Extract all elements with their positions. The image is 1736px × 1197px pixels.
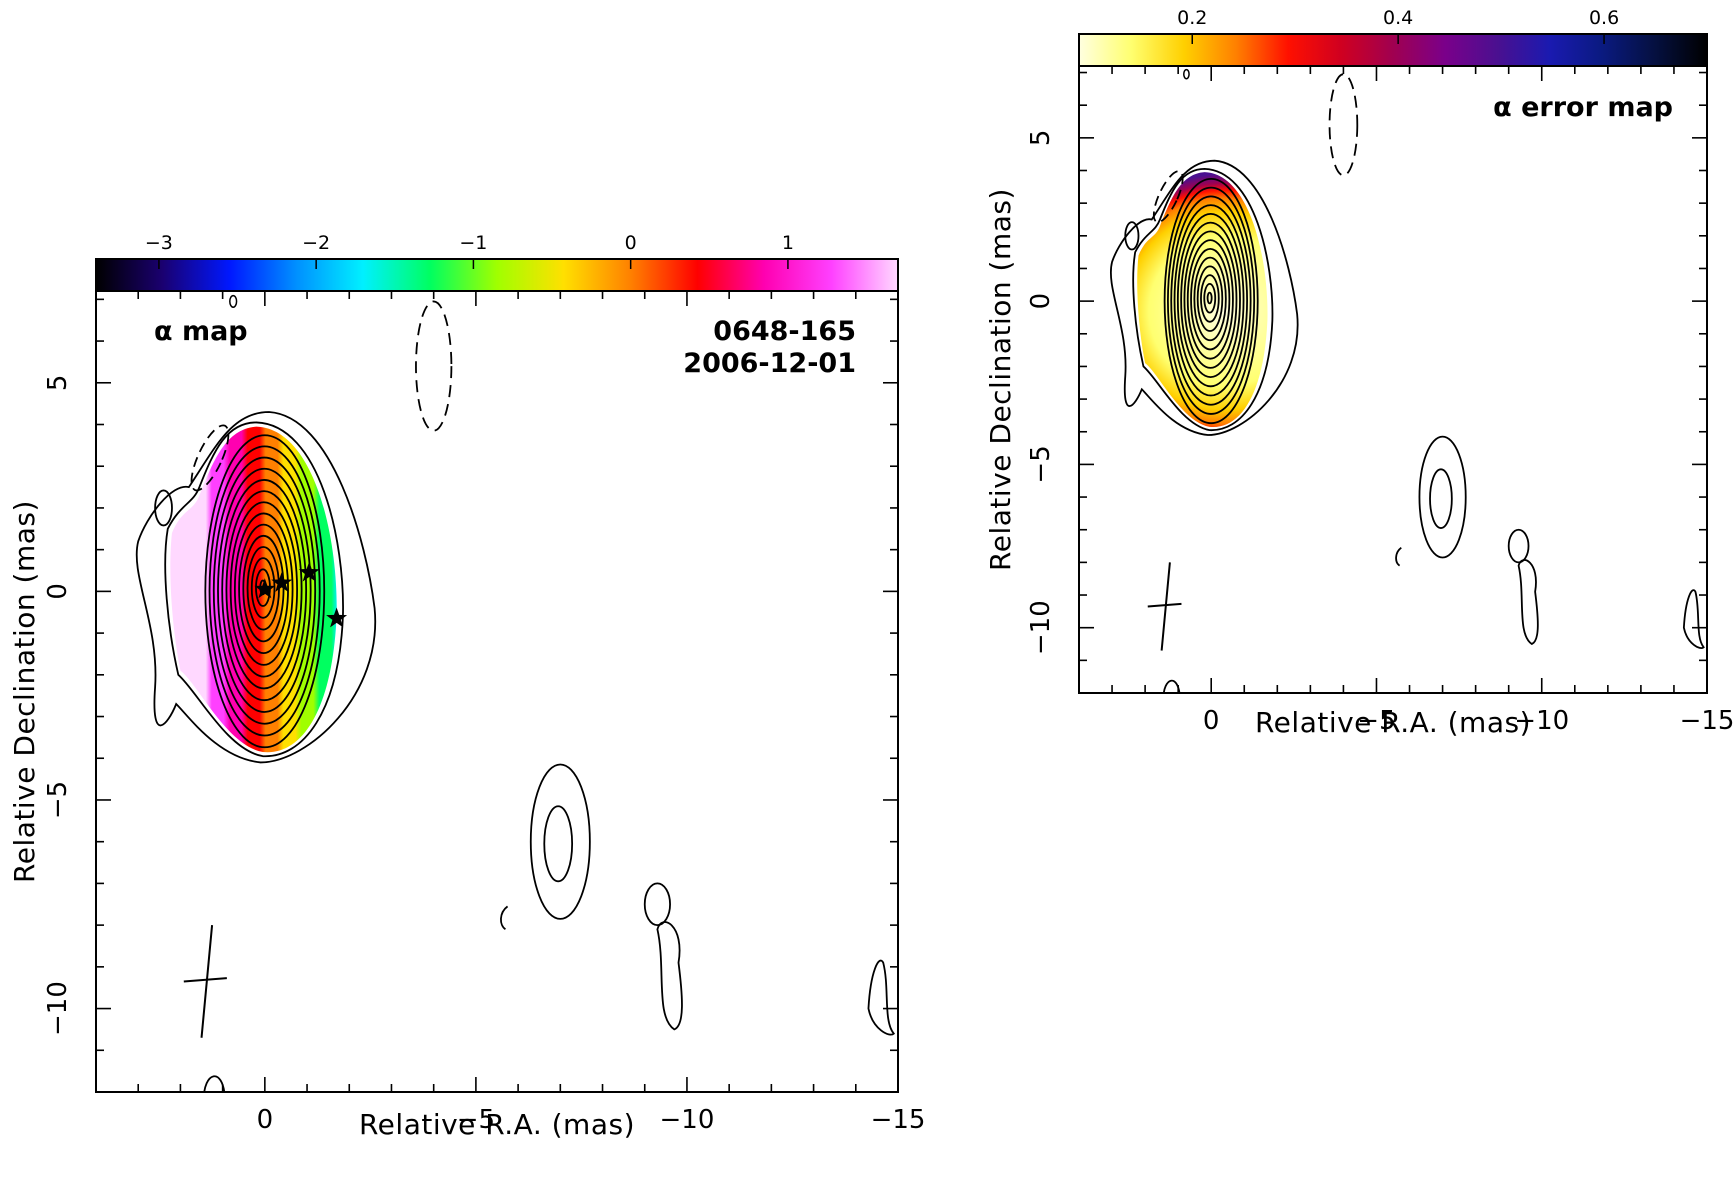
observation-date-label: 2006-12-01 — [683, 348, 856, 379]
core-contour — [212, 456, 317, 725]
core-contour — [1183, 230, 1238, 369]
beam-major-axis — [200, 925, 214, 1038]
negative-contour — [229, 294, 238, 309]
core-contour — [217, 467, 312, 713]
core-contour — [1180, 221, 1241, 378]
colorbar-tick-label: −2 — [302, 232, 330, 254]
component-star-marker — [254, 578, 276, 599]
core-contour — [250, 557, 276, 619]
core-contour — [1196, 265, 1224, 332]
core-contour — [208, 445, 321, 737]
core-contour — [1173, 204, 1248, 397]
extended-contour — [203, 1075, 226, 1092]
core-contour — [225, 490, 303, 690]
core-contour — [229, 501, 299, 678]
jet-outer-contour — [135, 411, 377, 764]
extended-contour — [1162, 679, 1181, 693]
y-axis-title: Relative Declination (mas) — [984, 188, 1017, 571]
y-tick-label: −10 — [43, 981, 73, 1036]
alpha-colour-region — [170, 426, 337, 753]
x-tick-label: −15 — [1680, 706, 1735, 736]
extended-contour — [1124, 221, 1140, 251]
colorbar — [95, 258, 899, 292]
x-tick-label: 0 — [257, 1105, 274, 1135]
map-label: α error map — [1493, 92, 1673, 123]
x-tick-label: −10 — [660, 1105, 715, 1135]
component-star-marker — [271, 572, 293, 592]
negative-contour — [1328, 73, 1359, 177]
extended-contour — [656, 921, 683, 1031]
y-tick-label: −5 — [1026, 445, 1056, 483]
component-star-marker — [298, 561, 320, 582]
colorbar-tick-label: 1 — [782, 232, 794, 254]
extended-contour — [1418, 435, 1467, 559]
y-tick-label: 0 — [43, 583, 73, 600]
beam-major-axis — [1160, 562, 1171, 651]
core-contour — [1170, 195, 1252, 406]
extended-contour — [1682, 589, 1705, 649]
alpha-error-colour-region — [1137, 172, 1268, 428]
negative-contour — [415, 300, 453, 432]
core-contour — [204, 434, 326, 749]
x-tick-label: −15 — [871, 1105, 926, 1135]
core-contour — [1190, 247, 1231, 351]
jet-second-contour — [1132, 167, 1274, 432]
extended-contour — [1517, 559, 1539, 646]
x-axis-title: Relative R.A. (mas) — [359, 1108, 635, 1141]
negative-contour — [1152, 170, 1184, 223]
y-tick-label: 5 — [43, 375, 73, 392]
extended-contour — [529, 763, 591, 920]
colorbar-tick-label: −3 — [145, 232, 173, 254]
extended-contour — [867, 959, 896, 1036]
colorbar-tick-label: 0.6 — [1589, 7, 1619, 29]
y-tick-label: −10 — [1026, 600, 1056, 655]
extended-contour — [1507, 528, 1530, 564]
x-axis-title: Relative R.A. (mas) — [1255, 706, 1531, 739]
colorbar-tick-label: 0.2 — [1177, 7, 1207, 29]
x-tick-label: −5 — [1357, 706, 1395, 736]
core-contour — [221, 479, 308, 702]
y-axis-title: Relative Declination (mas) — [8, 500, 41, 883]
core-contour — [233, 512, 294, 666]
plot-area — [135, 294, 896, 1092]
colorbar-tick-label: 0.4 — [1383, 7, 1413, 29]
jet-second-contour — [164, 421, 344, 758]
core-contour — [1186, 239, 1234, 360]
component-star-marker — [326, 607, 348, 628]
extended-contour — [1429, 468, 1453, 529]
y-tick-label: −5 — [43, 781, 73, 819]
core-contour — [1206, 291, 1213, 305]
extended-contour — [1395, 546, 1402, 567]
core-contour — [1203, 282, 1217, 314]
negative-contour — [190, 424, 230, 492]
beam-minor-axis — [1147, 602, 1182, 608]
y-tick-label: 5 — [1026, 130, 1056, 147]
y-tick-label: 0 — [1026, 293, 1056, 310]
plot-area — [1110, 68, 1705, 693]
colorbar — [1078, 33, 1708, 67]
map-label: α map — [154, 316, 248, 347]
core-contour — [1163, 177, 1259, 425]
colorbar-tick-label: 0 — [625, 232, 637, 254]
x-tick-label: −5 — [457, 1105, 495, 1135]
jet-outer-contour — [1110, 159, 1299, 436]
source-name-label: 0648-165 — [713, 316, 856, 347]
x-tick-label: −10 — [1514, 706, 1569, 736]
extended-contour — [643, 882, 671, 927]
beam-minor-axis — [183, 977, 227, 983]
x-tick-label: 0 — [1203, 706, 1220, 736]
core-contour — [1176, 212, 1245, 388]
extended-contour — [543, 805, 574, 883]
core-contour — [1167, 186, 1256, 415]
extended-contour — [154, 489, 173, 527]
colorbar-tick-label: −1 — [459, 232, 487, 254]
extended-contour — [500, 905, 509, 931]
negative-contour — [1183, 68, 1190, 80]
core-contour — [1200, 274, 1220, 323]
core-contour — [238, 523, 289, 655]
core-contour — [1193, 256, 1227, 342]
